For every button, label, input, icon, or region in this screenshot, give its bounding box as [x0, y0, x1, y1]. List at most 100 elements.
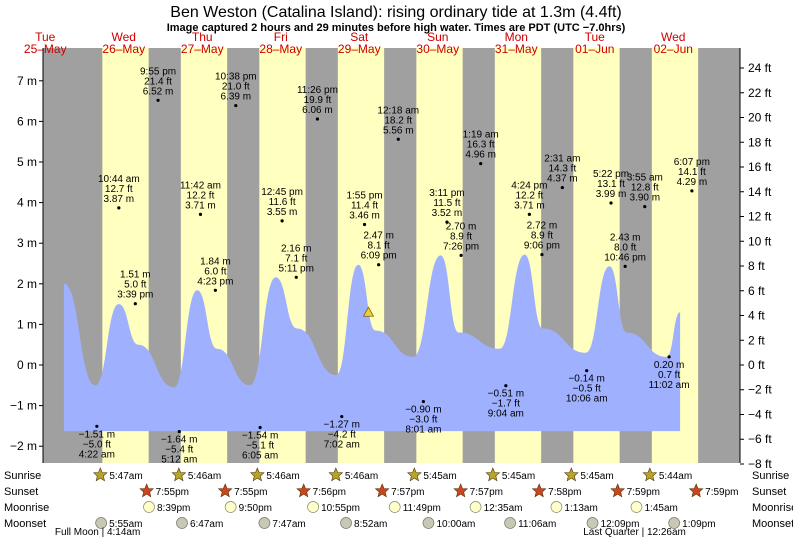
tide-extreme-point — [560, 185, 564, 190]
tide-extreme-label: 7.1 ft — [285, 253, 307, 264]
moonset-icon — [668, 517, 681, 529]
sunset-icon — [296, 483, 312, 498]
sunrise-time: 5:45am — [580, 471, 613, 482]
sunrise-icon — [249, 467, 265, 482]
tide-extreme-label: 4:23 pm — [197, 276, 233, 287]
moonset-time: 11:06am — [518, 519, 556, 530]
tide-extreme-label: 11.6 ft — [269, 197, 296, 208]
sunrise-time: 5:47am — [109, 471, 142, 482]
moonset-icon — [258, 517, 271, 529]
right-tick-label: 8 ft — [748, 259, 765, 273]
sunset-icon — [453, 483, 469, 498]
sunrise-time: 5:45am — [423, 471, 456, 482]
tide-extreme-label: −0.90 m — [405, 405, 441, 416]
sunrise-icon — [328, 467, 344, 482]
tide-extreme-label: 1:19 am — [463, 130, 499, 141]
tide-extreme-point — [643, 205, 647, 209]
moonset-icon — [95, 517, 107, 529]
moonrise-icon — [307, 501, 319, 513]
left-tick-label: 2 m — [17, 277, 37, 291]
day-name-label: Tue — [35, 30, 56, 44]
tide-extreme-label: 6:09 pm — [361, 251, 397, 262]
moonset-time: 6:47am — [190, 519, 223, 530]
tide-extreme-label: 3.52 m — [432, 208, 463, 219]
tide-extreme-label: 12:45 pm — [261, 187, 303, 198]
tide-extreme-point — [294, 275, 298, 279]
row-label-right: Sunset — [752, 486, 786, 498]
tide-extreme-label: 8.9 ft — [450, 231, 472, 242]
left-tick-label: −2 m — [10, 439, 37, 453]
right-tick-label: 0 ft — [748, 358, 765, 372]
day-name-label: Fri — [274, 30, 288, 44]
tide-extreme-label: −1.7 ft — [492, 399, 520, 410]
sunset-time: 7:56pm — [313, 487, 346, 498]
tide-extreme-label: −5.4 ft — [165, 445, 193, 456]
tide-extreme-label: 11:26 pm — [297, 85, 338, 96]
tide-extreme-label: 9:04 am — [488, 409, 524, 420]
tide-extreme-label: 10:38 pm — [215, 72, 257, 83]
day-date-label: 31–May — [495, 42, 538, 56]
moonset-time: 8:52am — [354, 519, 387, 530]
row-label-right: Sunrise — [752, 470, 789, 482]
tide-extreme-point — [585, 369, 589, 373]
tide-extreme-point — [362, 222, 367, 227]
right-tick-label: 24 ft — [748, 61, 772, 75]
moonrise-icon — [550, 501, 563, 513]
moonrise-time: 10:55pm — [321, 503, 360, 514]
tide-extreme-point — [377, 263, 381, 267]
sunrise-icon — [171, 467, 187, 482]
tide-extreme-point — [177, 429, 181, 434]
tide-extreme-label: 2.43 m — [610, 232, 641, 243]
tide-extreme-label: 14.1 ft — [678, 167, 706, 178]
tide-extreme-label: −5.0 ft — [83, 439, 111, 450]
sunset-time: 7:55pm — [234, 487, 267, 498]
right-tick-label: 10 ft — [748, 234, 772, 248]
right-tick-label: 12 ft — [748, 210, 772, 224]
tide-extreme-point — [198, 212, 203, 216]
tide-extreme-label: 4:22 am — [79, 449, 115, 460]
moonrise-time: 1:45am — [644, 503, 677, 514]
sunrise-time: 5:46am — [266, 471, 299, 482]
tide-extreme-label: −1.64 m — [161, 435, 197, 446]
tide-extreme-label: 2.47 m — [363, 231, 394, 242]
tide-extreme-point — [459, 253, 463, 257]
tide-extreme-label: 2.70 m — [446, 221, 477, 232]
moonset-time: 7:47am — [272, 519, 305, 530]
tide-extreme-label: 10:06 am — [566, 394, 608, 405]
tide-extreme-point — [623, 264, 627, 268]
tide-extreme-label: 3.55 m — [267, 207, 298, 218]
tide-extreme-label: 12.8 ft — [631, 183, 659, 194]
tide-extreme-label: 6.0 ft — [204, 266, 226, 277]
tide-extreme-label: 3.71 m — [514, 200, 545, 211]
sunrise-icon — [563, 467, 579, 482]
tide-extreme-label: 4.29 m — [677, 177, 708, 188]
day-labels: Tue25–MayWed26–MayThu27–MayFri28–MaySat2… — [24, 30, 693, 56]
tide-extreme-label: 10:44 am — [98, 174, 140, 185]
tide-extreme-point — [315, 117, 320, 121]
tide-extreme-point — [340, 414, 344, 419]
tide-extreme-point — [667, 355, 671, 359]
tide-extreme-point — [504, 384, 508, 388]
tide-extreme-label: 3:39 pm — [117, 290, 153, 301]
sunset-time: 7:55pm — [156, 487, 189, 498]
right-tick-label: 2 ft — [748, 333, 765, 347]
current-level-marker — [362, 306, 375, 317]
left-tick-label: 6 m — [17, 114, 37, 128]
tide-extreme-label: −0.5 ft — [573, 384, 601, 395]
tide-area — [63, 254, 681, 432]
tide-extreme-point — [258, 425, 262, 430]
tide-extreme-label: 19.9 ft — [304, 95, 332, 106]
right-tick-label: 14 ft — [748, 185, 772, 199]
day-name-label: Tue — [585, 30, 606, 44]
day-name-label: Wed — [661, 30, 685, 44]
sunrise-time: 5:46am — [345, 471, 378, 482]
tide-extreme-label: 12.7 ft — [105, 184, 133, 195]
sunset-time: 7:57pm — [470, 487, 503, 498]
row-label-right: Moonset — [752, 518, 793, 530]
day-name-label: Mon — [505, 30, 528, 44]
tide-extreme-point — [445, 220, 449, 224]
left-tick-label: −1 m — [10, 399, 37, 413]
chart-title: Ben Weston (Catalina Island): rising ord… — [170, 4, 621, 21]
day-date-label: 02–Jun — [654, 42, 693, 56]
moonrise-icon — [469, 501, 482, 513]
